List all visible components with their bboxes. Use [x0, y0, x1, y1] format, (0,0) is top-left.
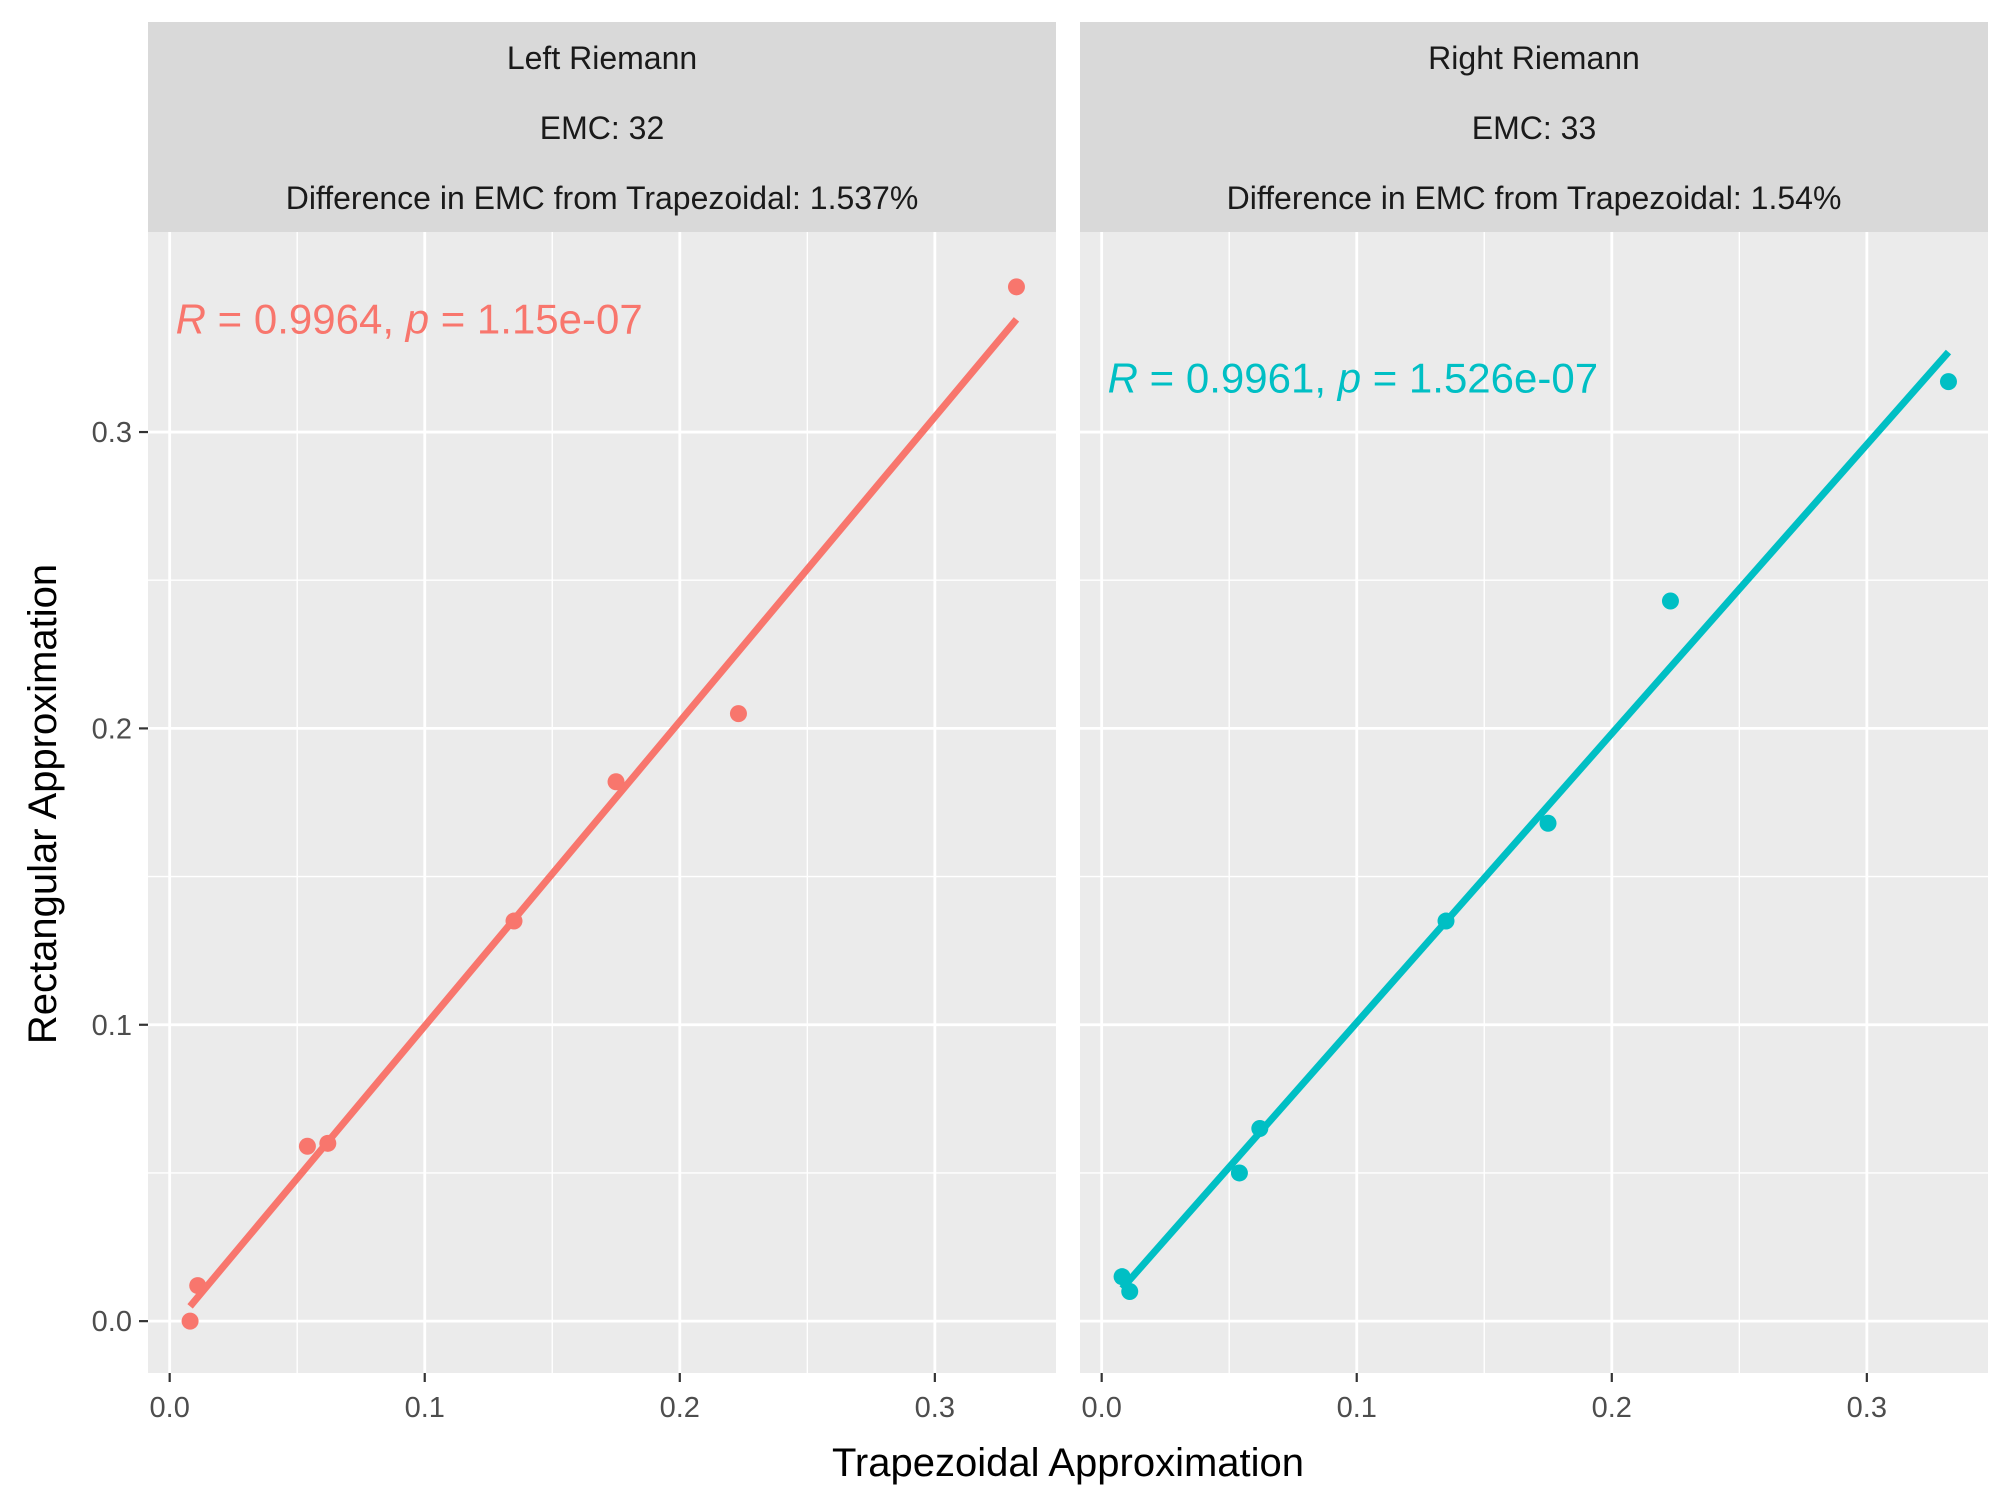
data-point	[319, 1134, 337, 1152]
correlation-annotation: R = 0.9961, p = 1.526e-07	[1108, 355, 1598, 402]
plot-background	[1080, 232, 1988, 1373]
x-tick-label: 0.3	[1847, 1392, 1887, 1424]
y-tick-label: 0.1	[92, 1010, 132, 1042]
plot-background	[148, 232, 1056, 1373]
strip-label: Left Riemann	[507, 40, 697, 76]
strip-label: Difference in EMC from Trapezoidal: 1.53…	[286, 180, 919, 216]
data-point	[1939, 373, 1957, 391]
data-point	[505, 912, 523, 930]
data-point	[1007, 278, 1025, 296]
x-tick-label: 0.0	[150, 1392, 190, 1424]
x-tick-label: 0.2	[1592, 1392, 1632, 1424]
strip-label: Difference in EMC from Trapezoidal: 1.54…	[1227, 180, 1842, 216]
data-point	[189, 1277, 207, 1295]
y-tick-label: 0.0	[92, 1306, 132, 1338]
data-point	[1230, 1164, 1248, 1182]
annotation-r-text: = 0.9964,	[206, 295, 406, 342]
x-tick-label: 0.1	[405, 1392, 445, 1424]
x-axis-title: Trapezoidal Approximation	[832, 1441, 1304, 1485]
panel-2: Right Riemann EMC: 33 Difference in EMC fr…	[1080, 22, 1988, 1424]
data-point	[181, 1312, 199, 1330]
annotation-p-text: = 1.526e-07	[1361, 355, 1598, 402]
data-point	[298, 1137, 316, 1155]
x-tick-label: 0.0	[1082, 1392, 1122, 1424]
annotation-p-label: p	[404, 295, 429, 342]
strip-label: EMC: 32	[540, 110, 664, 146]
data-point	[1437, 912, 1455, 930]
data-point	[1661, 592, 1679, 610]
strip-label: EMC: 33	[1472, 110, 1596, 146]
y-axis-title: Rectangular Approximation	[21, 564, 65, 1044]
correlation-annotation: R = 0.9964, p = 1.15e-07	[176, 295, 643, 342]
strip-label: Right Riemann	[1428, 40, 1640, 76]
x-tick-label: 0.1	[1337, 1392, 1377, 1424]
x-tick-label: 0.3	[915, 1392, 955, 1424]
data-point	[1539, 814, 1557, 832]
data-point	[729, 705, 747, 723]
annotation-p-text: = 1.15e-07	[429, 295, 643, 342]
facet-strip	[148, 22, 1056, 232]
facet-strip	[1080, 22, 1988, 232]
annotation-p-label: p	[1336, 355, 1361, 402]
data-point	[1251, 1120, 1269, 1137]
y-tick-label: 0.2	[92, 713, 132, 745]
data-point	[607, 773, 625, 791]
annotation-r-label: R	[176, 295, 206, 342]
annotation-r-text: = 0.9961,	[1138, 355, 1338, 402]
data-point	[1121, 1283, 1139, 1300]
panel-1: Left Riemann EMC: 32 Difference in EMC fro…	[92, 22, 1056, 1424]
y-tick-label: 0.3	[92, 417, 132, 449]
data-point	[1113, 1268, 1131, 1286]
x-tick-label: 0.2	[660, 1392, 700, 1424]
annotation-r-label: R	[1108, 355, 1138, 402]
